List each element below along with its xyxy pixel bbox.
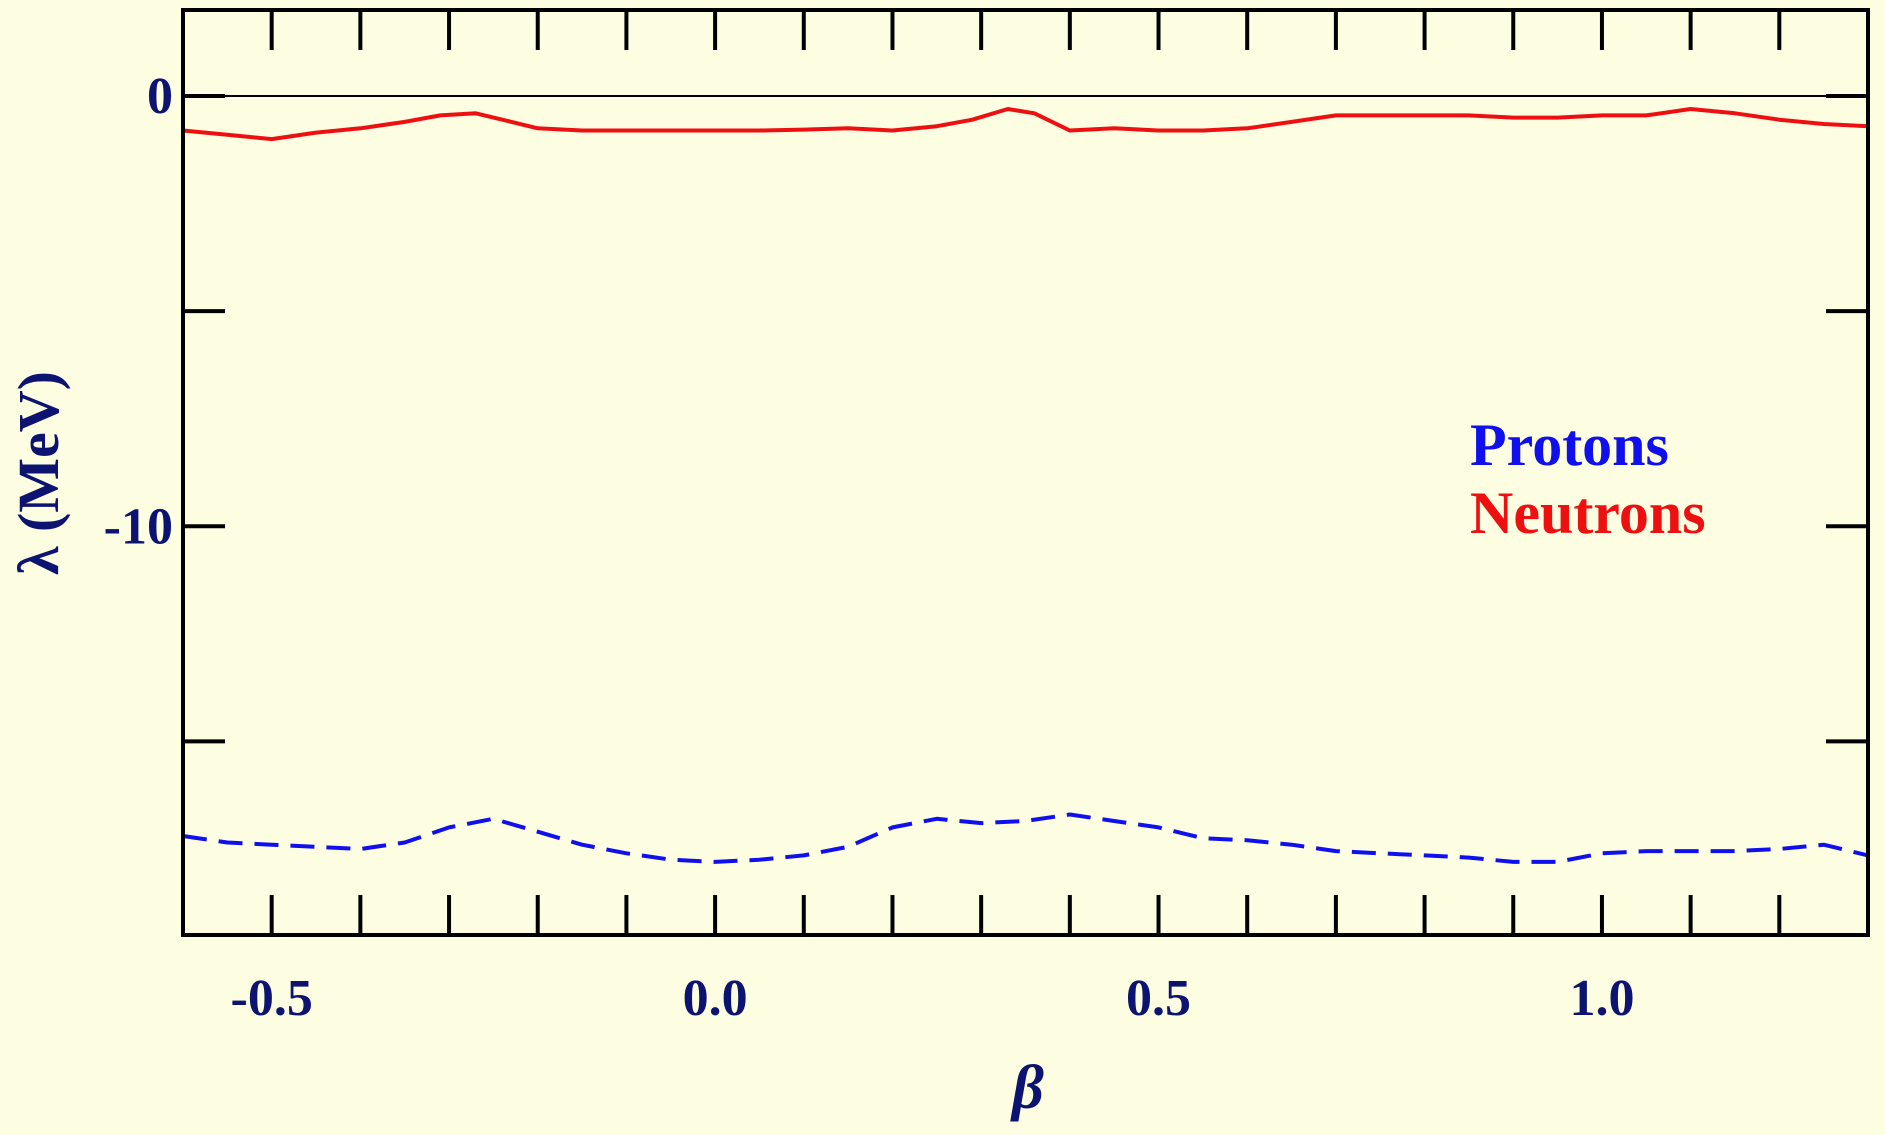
y-tick-label: 0 [147, 68, 173, 125]
legend-item-protons: Protons [1470, 412, 1669, 478]
x-tick-label: 0.0 [683, 970, 748, 1027]
x-tick-label: -0.5 [231, 970, 313, 1027]
series-group [182, 107, 1869, 864]
plot-frame [181, 8, 1870, 937]
series-line-protons [182, 812, 1869, 864]
x-axis-label: β [1010, 1054, 1044, 1122]
y-axis-label: λ (MeV) [6, 371, 71, 575]
x-tick-label: 0.5 [1126, 970, 1191, 1027]
x-tick-label: 1.0 [1569, 970, 1634, 1027]
series-line-neutrons [182, 107, 1869, 142]
legend-item-neutrons: Neutrons [1470, 480, 1706, 546]
y-tick-label: -10 [104, 498, 173, 555]
tick-labels: -0.5 0.0 0.5 1.0 0 -10 [104, 68, 1635, 1027]
